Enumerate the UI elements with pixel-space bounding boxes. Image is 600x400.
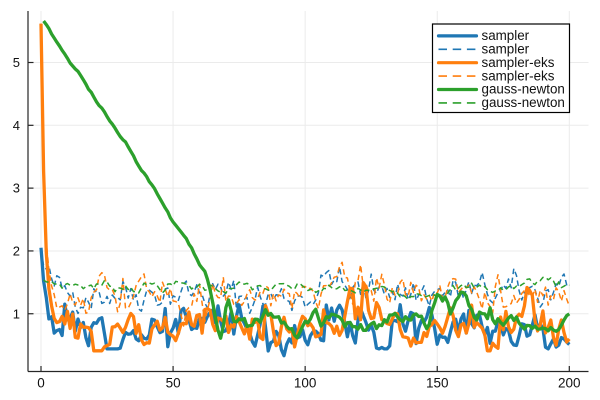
svg-text:2: 2 [13, 243, 20, 258]
svg-text:150: 150 [426, 375, 449, 390]
svg-text:1: 1 [13, 306, 20, 321]
svg-text:0: 0 [37, 375, 45, 390]
svg-text:gauss-newton: gauss-newton [482, 82, 565, 97]
svg-text:4: 4 [13, 118, 20, 133]
svg-text:gauss-newton: gauss-newton [482, 95, 565, 110]
svg-text:sampler: sampler [482, 28, 530, 43]
svg-text:sampler-eks: sampler-eks [482, 55, 555, 70]
svg-text:100: 100 [294, 375, 317, 390]
svg-text:sampler: sampler [482, 42, 530, 57]
svg-text:5: 5 [13, 55, 20, 70]
svg-text:3: 3 [13, 181, 20, 196]
svg-text:200: 200 [558, 375, 581, 390]
svg-text:50: 50 [166, 375, 181, 390]
svg-text:sampler-eks: sampler-eks [482, 68, 555, 83]
